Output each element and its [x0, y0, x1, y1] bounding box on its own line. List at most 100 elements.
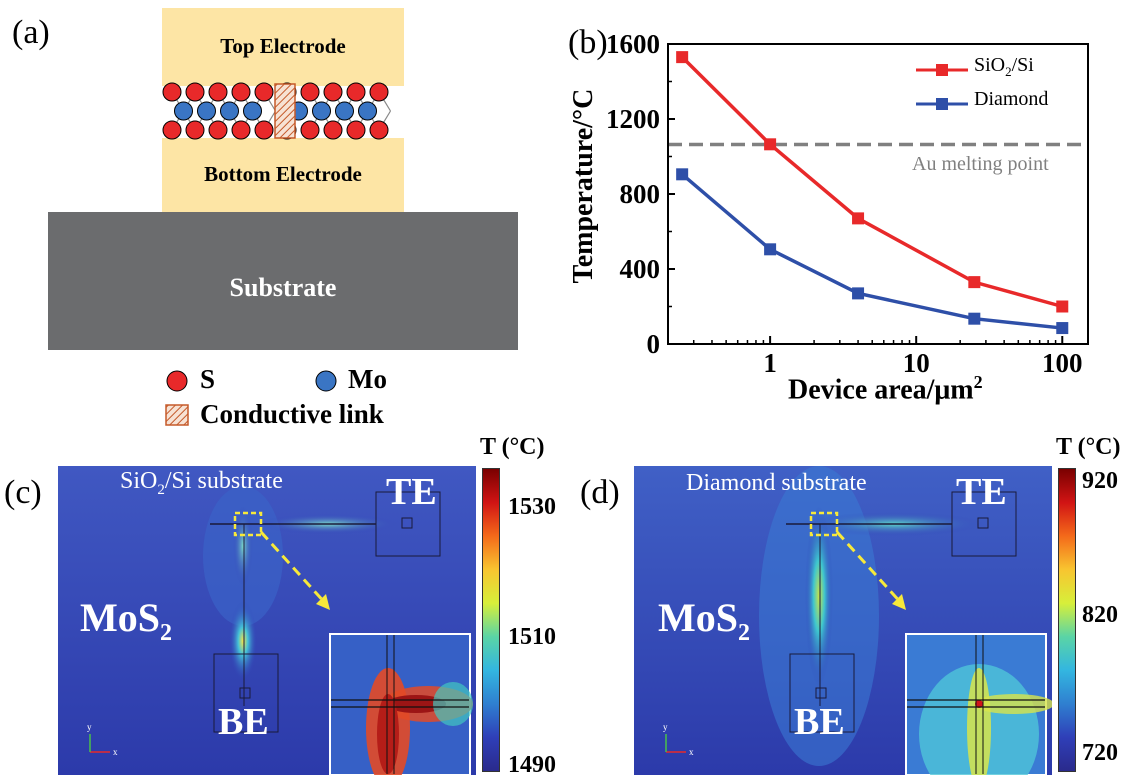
colorbar-tick-d-mid: 820 [1082, 602, 1118, 628]
substrate-title-sio2-tail: /Si substrate [164, 468, 283, 494]
panel-b-label: (b) [568, 24, 608, 61]
legend-label-sio2-main: SiO [974, 54, 1006, 76]
inset-sio2 [329, 633, 473, 775]
y-tick-label: 400 [620, 254, 661, 284]
mos2-lattice [162, 82, 392, 140]
series-line-1 [681, 172, 1063, 330]
legend-s-label: S [200, 364, 216, 394]
molybdenum-atom [174, 101, 193, 121]
molybdenum-atom [358, 101, 377, 121]
y-axis-label: Temperature/°C [568, 88, 599, 284]
colorbar-title-c: T (°C) [480, 434, 545, 460]
colorbar-tick-c-mid: 1510 [508, 624, 556, 650]
y-tick-label: 800 [620, 179, 661, 209]
substrate-title-sio2: SiO2/Si substrate [120, 468, 283, 499]
sulfur-atom [185, 82, 205, 102]
device-schematic [48, 8, 518, 426]
molybdenum-atom [243, 101, 262, 121]
colorbar-d [1058, 468, 1076, 772]
panel-c: (c) [0, 430, 568, 778]
heatmap-diamond-graphic: y x [634, 466, 1052, 775]
data-point [852, 212, 865, 225]
svg-text:y: y [663, 722, 668, 732]
sulfur-atom [369, 82, 389, 102]
sulfur-atom [346, 82, 366, 102]
sulfur-atom [208, 120, 228, 140]
legend-mo-label: Mo [348, 364, 387, 394]
te-label-c: TE [386, 471, 437, 513]
legend-mo-marker [315, 370, 337, 392]
molybdenum-atom [197, 101, 216, 121]
legend-link-label: Conductive link [200, 399, 384, 429]
colorbar-tick-d-bottom: 720 [1082, 740, 1118, 766]
heatmap-sio2-graphic: y x [58, 466, 476, 775]
sulfur-atom [346, 120, 366, 140]
data-point [676, 168, 689, 181]
sulfur-atom [300, 82, 320, 102]
temperature-chart: 0 400 800 1200 1600 1 10 100 [606, 29, 1089, 378]
x-tick-label: 100 [1042, 348, 1083, 378]
data-point [968, 276, 981, 289]
axis-triad-icon: y x [87, 722, 118, 757]
substrate-title-sio2-main: SiO [120, 468, 158, 494]
molybdenum-atom [312, 101, 331, 121]
y-tick-label: 1600 [606, 29, 660, 59]
svg-text:x: x [113, 747, 118, 757]
bottom-electrode [162, 138, 404, 212]
colorbar-tick-c-bottom: 1490 [508, 752, 556, 778]
colorbar-tick-d-top: 920 [1082, 468, 1118, 494]
y-tick-label: 0 [647, 329, 661, 359]
heatmap-diamond: y x [634, 466, 1052, 775]
colorbar-title-d: T (°C) [1056, 434, 1121, 460]
data-point [764, 138, 777, 151]
data-point [764, 243, 777, 256]
sulfur-atom [162, 82, 182, 102]
data-point [852, 287, 865, 300]
sulfur-atom [300, 120, 320, 140]
mos2-label-c-sub: 2 [160, 620, 172, 646]
sulfur-atom [208, 82, 228, 102]
sulfur-atom [323, 82, 343, 102]
colorbar-c [482, 468, 500, 772]
panel-d-label: (d) [580, 474, 620, 511]
sulfur-atom [369, 120, 389, 140]
sulfur-atom [231, 82, 251, 102]
sulfur-atom [254, 120, 274, 140]
legend-label-sio2: SiO2/Si [974, 54, 1034, 80]
panel-b: (b) 0 400 800 1200 1600 1 10 100 Au melting poi… [540, 0, 1136, 440]
x-axis-label: Device area/μm2 [788, 372, 983, 406]
data-point [1056, 300, 1069, 313]
mos2-label-d-sub: 2 [738, 620, 750, 646]
be-label-c: BE [218, 701, 269, 743]
x-tick-label: 1 [763, 348, 777, 378]
legend-label-diamond: Diamond [974, 88, 1049, 110]
legend-line-sio2 [916, 64, 968, 76]
inset-diamond [905, 633, 1052, 775]
legend-line-diamond [916, 98, 968, 110]
panel-d: (d) [568, 430, 1136, 775]
sulfur-atom [323, 120, 343, 140]
mos2-label-c: MoS2 [80, 594, 172, 647]
heatmap-sio2: y x [58, 466, 476, 775]
y-tick-label: 1200 [606, 104, 660, 134]
substrate-label: Substrate [229, 273, 337, 302]
x-axis-label-superscript: 2 [973, 372, 983, 392]
mos2-label-d: MoS2 [658, 594, 750, 647]
panel-a-label: (a) [12, 14, 50, 51]
legend-s-marker [166, 370, 188, 392]
x-axis-label-text: Device area/μm [788, 374, 974, 406]
legend-link-swatch [165, 404, 189, 426]
bottom-electrode-label: Bottom Electrode [204, 162, 362, 186]
sulfur-atom [254, 82, 274, 102]
legend-label-sio2-tail: /Si [1011, 54, 1034, 76]
panel-c-label: (c) [4, 474, 42, 511]
svg-text:x: x [689, 747, 694, 757]
molybdenum-atom [335, 101, 354, 121]
top-electrode-label: Top Electrode [220, 34, 346, 58]
x-tick-label: 10 [903, 348, 930, 378]
axis-triad-icon-d: y x [663, 722, 694, 757]
te-label-d: TE [956, 471, 1007, 513]
sulfur-atom [185, 120, 205, 140]
colorbar-tick-c-top: 1530 [508, 494, 556, 520]
threshold-label: Au melting point [912, 153, 1049, 175]
